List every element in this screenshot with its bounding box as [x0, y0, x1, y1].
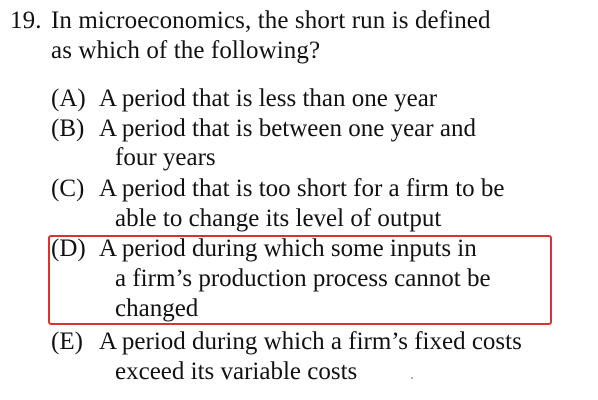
question-text-line-2: as which of the following? — [51, 37, 321, 64]
option-d-text-line-2: a firm’s production process cannot be — [115, 265, 491, 292]
question-number: 19. — [10, 7, 42, 34]
option-e-text-line-1: A period during which a firm’s fixed cos… — [99, 328, 522, 355]
option-a-text-line-1: A period that is less than one year — [99, 85, 438, 112]
option-b-text-line-1: A period that is between one year and — [99, 115, 476, 142]
option-d-text-line-3: changed — [115, 295, 199, 322]
question-text-line-1: In microeconomics, the short run is defi… — [51, 7, 491, 34]
option-d-letter: (D) — [51, 235, 86, 262]
option-c-letter: (C) — [51, 175, 85, 202]
option-b-text-line-2: four years — [115, 144, 216, 171]
option-c-text-line-1: A period that is too short for a firm to… — [99, 175, 505, 202]
option-b-letter: (B) — [51, 115, 85, 142]
selected-answer-highlight — [48, 235, 552, 325]
scan-speck — [411, 377, 413, 379]
option-d-text-line-1: A period during which some inputs in — [99, 235, 477, 262]
option-c-text-line-2: able to change its level of output — [115, 205, 442, 232]
option-a-letter: (A) — [51, 85, 86, 112]
option-e-text-line-2: exceed its variable costs — [115, 358, 358, 385]
option-e-letter: (E) — [51, 328, 83, 355]
